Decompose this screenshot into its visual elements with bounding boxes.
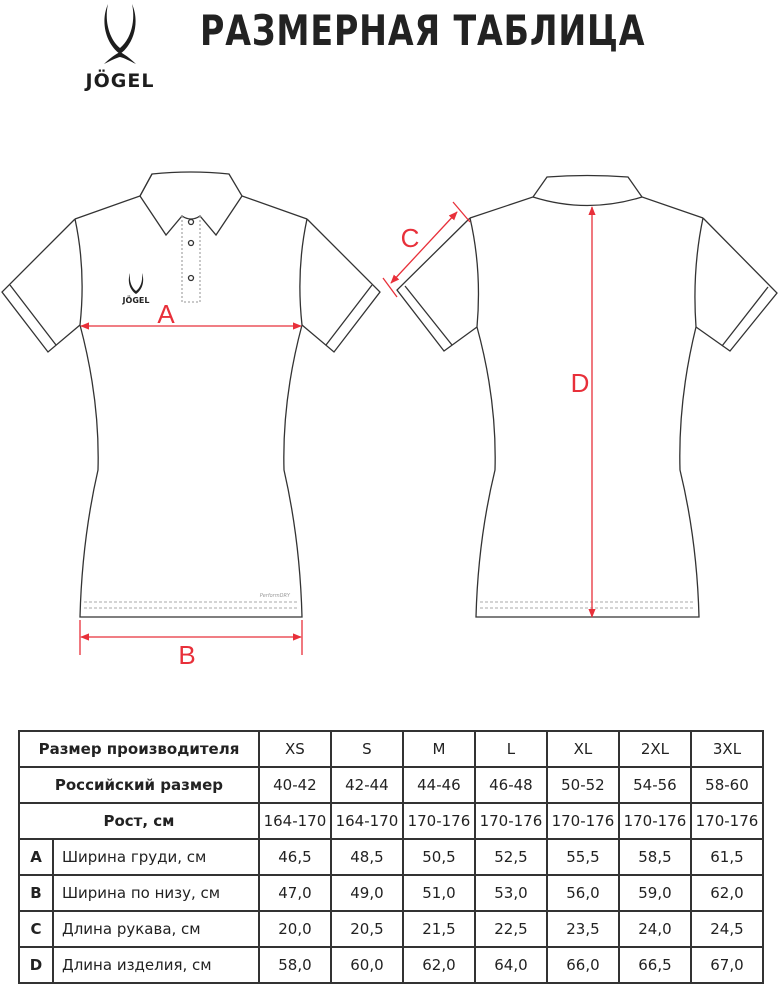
table-cell: 48,5 (329, 838, 404, 876)
row-label: Размер производителя (18, 730, 260, 768)
table-cell: L (473, 730, 548, 768)
label-c: C (401, 223, 420, 253)
table-cell: M (401, 730, 476, 768)
table-cell: 23,5 (545, 910, 620, 948)
table-cell: 20,5 (329, 910, 404, 948)
table-cell: 20,0 (257, 910, 332, 948)
table-cell: 52,5 (473, 838, 548, 876)
table-cell: 46-48 (473, 766, 548, 804)
logo-mark-icon (104, 4, 136, 64)
table-cell: 58,5 (617, 838, 692, 876)
table-cell: 54-56 (617, 766, 692, 804)
table-cell: 49,0 (329, 874, 404, 912)
table-row: B Ширина по низу, см 47,0 49,0 51,0 53,0 56,0 5… (18, 874, 765, 912)
table-cell: 170-176 (545, 802, 620, 840)
table-cell: 53,0 (473, 874, 548, 912)
table-cell: 60,0 (329, 946, 404, 984)
table-cell: 2XL (617, 730, 692, 768)
table-cell: 44-46 (401, 766, 476, 804)
label-b: B (178, 640, 195, 670)
measure-label: Ширина по низу, см (52, 874, 260, 912)
measure-label: Ширина груди, см (52, 838, 260, 876)
measure-letter: A (18, 838, 54, 876)
table-cell: 46,5 (257, 838, 332, 876)
table-row: A Ширина груди, см 46,5 48,5 50,5 52,5 55,5 58,… (18, 838, 765, 876)
chest-logo-text: JÖGEL (122, 295, 150, 305)
page-title: РАЗМЕРНАЯ ТАБЛИЦА (200, 6, 646, 55)
table-cell: 170-176 (689, 802, 765, 840)
table-cell: 164-170 (329, 802, 404, 840)
table-cell: 56,0 (545, 874, 620, 912)
table-cell: 47,0 (257, 874, 332, 912)
measure-lines (79, 201, 596, 655)
table-cell: XL (545, 730, 620, 768)
table-cell: 22,5 (473, 910, 548, 948)
table-cell: 42-44 (329, 766, 404, 804)
table-cell: 170-176 (617, 802, 692, 840)
measure-letter: C (18, 910, 54, 948)
table-cell: 170-176 (473, 802, 548, 840)
measure-label: Длина рукава, см (52, 910, 260, 948)
row-label: Российский размер (18, 766, 260, 804)
table-cell: XS (257, 730, 332, 768)
table-row: D Длина изделия, см 58,0 60,0 62,0 64,0 66,0 66… (18, 946, 765, 984)
back-view (396, 174, 778, 618)
size-row: Размер производителя XS S M L XL 2XL 3XL (18, 730, 765, 768)
table-cell: 58-60 (689, 766, 765, 804)
table-cell: 24,0 (617, 910, 692, 948)
size-table: Размер производителя XS S M L XL 2XL 3XL Российс… (18, 730, 765, 984)
table-cell: 50,5 (401, 838, 476, 876)
garment-diagram: JÖGEL PerformDRY A B C D (1, 171, 778, 670)
table-cell: S (329, 730, 404, 768)
table-cell: 59,0 (617, 874, 692, 912)
table-cell: 61,5 (689, 838, 765, 876)
table-cell: 3XL (689, 730, 765, 768)
table-cell: 170-176 (401, 802, 476, 840)
table-cell: 67,0 (689, 946, 765, 984)
table-cell: 55,5 (545, 838, 620, 876)
print-text: PerformDRY (260, 593, 291, 599)
measure-letter: B (18, 874, 54, 912)
height-row: Рост, см 164-170 164-170 170-176 170-176 170-… (18, 802, 765, 840)
measure-c (390, 211, 458, 284)
table-cell: 24,5 (689, 910, 765, 948)
logo-text: JÖGEL (85, 70, 155, 92)
table-cell: 51,0 (401, 874, 476, 912)
table-cell: 58,0 (257, 946, 332, 984)
table-cell: 50-52 (545, 766, 620, 804)
russian-size-row: Российский размер 40-42 42-44 44-46 46-48 50-… (18, 766, 765, 804)
row-label: Рост, см (18, 802, 260, 840)
table-cell: 64,0 (473, 946, 548, 984)
measure-letter: D (18, 946, 54, 984)
brand-logo: JÖGEL (78, 2, 162, 94)
table-cell: 21,5 (401, 910, 476, 948)
label-d: D (571, 368, 590, 398)
table-row: C Длина рукава, см 20,0 20,5 21,5 22,5 23,5 24,… (18, 910, 765, 948)
front-view (1, 171, 381, 618)
measure-label: Длина изделия, см (52, 946, 260, 984)
table-cell: 164-170 (257, 802, 332, 840)
label-a: A (157, 299, 175, 329)
chest-logo: JÖGEL (122, 273, 150, 305)
table-cell: 62,0 (401, 946, 476, 984)
table-cell: 62,0 (689, 874, 765, 912)
table-cell: 66,0 (545, 946, 620, 984)
table-cell: 66,5 (617, 946, 692, 984)
table-cell: 40-42 (257, 766, 332, 804)
